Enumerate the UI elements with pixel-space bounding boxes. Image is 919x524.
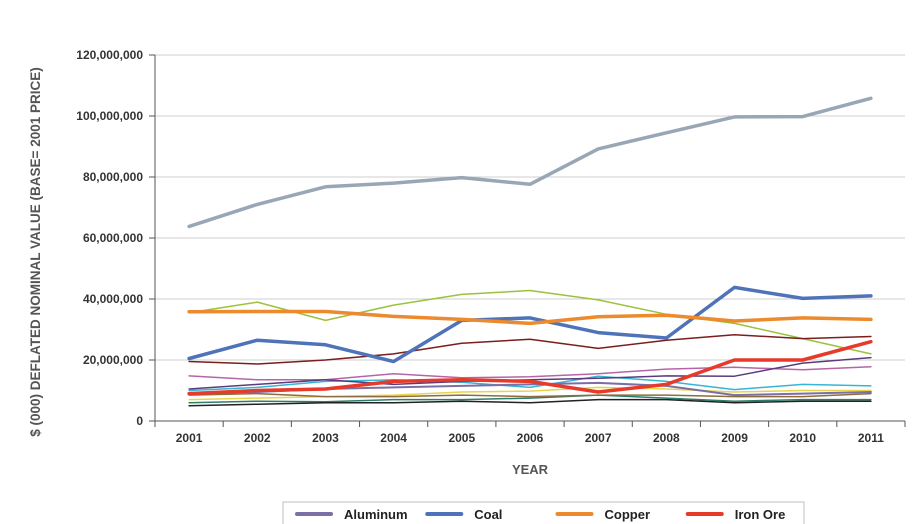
legend-label-coal: Coal: [474, 507, 502, 522]
legend: Aluminum Coal Copper Iron Ore: [282, 501, 805, 524]
y-tick-label: 80,000,000: [83, 170, 143, 184]
series-line: [188, 386, 872, 401]
series-line: [188, 289, 872, 355]
y-tick-label: 120,000,000: [76, 48, 143, 62]
x-tick-label: 2001: [176, 431, 203, 445]
x-axis-title: YEAR: [512, 462, 549, 477]
series-line: [188, 333, 872, 365]
series-line: [188, 375, 872, 392]
legend-label-aluminum: Aluminum: [344, 507, 408, 522]
series-lines: [187, 96, 873, 407]
series-line-iron-ore: [187, 339, 873, 396]
y-tick-labels: 0 20,000,000 40,000,000 60,000,000 80,000,00…: [76, 48, 143, 428]
y-tick-label: 40,000,000: [83, 292, 143, 306]
series-line: [188, 392, 872, 398]
x-tick-label: 2010: [789, 431, 816, 445]
y-tick-label: 100,000,000: [76, 109, 143, 123]
legend-label-iron-ore: Iron Ore: [735, 507, 786, 522]
series-line: [188, 365, 872, 381]
y-tick-label: 60,000,000: [83, 231, 143, 245]
y-tick-label: 0: [136, 414, 143, 428]
x-tick-label: 2002: [244, 431, 271, 445]
x-tick-label: 2006: [517, 431, 544, 445]
series-line-coal: [187, 285, 873, 364]
axes: [154, 55, 905, 422]
series-line: [188, 398, 872, 407]
x-tick-labels: 2001 2002 2003 2004 2005 2006 2007 2008 2009 2010…: [154, 421, 906, 445]
x-tick-label: 2011: [858, 431, 884, 445]
legend-box: [282, 501, 805, 524]
x-tick-label: 2005: [448, 431, 475, 445]
x-tick-label: 2007: [585, 431, 612, 445]
series-line-copper: [187, 309, 873, 326]
x-tick-label: 2003: [312, 431, 339, 445]
x-tick-label: 2008: [653, 431, 680, 445]
series-line: [188, 394, 872, 404]
x-tick-label: 2004: [380, 431, 407, 445]
y-axis-title: $ (000) DEFLATED NOMINAL VALUE (BASE= 20…: [28, 67, 43, 436]
x-tick-label: 2009: [721, 431, 748, 445]
legend-label-copper: Copper: [605, 507, 651, 522]
series-line: [187, 96, 873, 229]
gridlines: [149, 54, 905, 422]
y-tick-label: 20,000,000: [83, 353, 143, 367]
